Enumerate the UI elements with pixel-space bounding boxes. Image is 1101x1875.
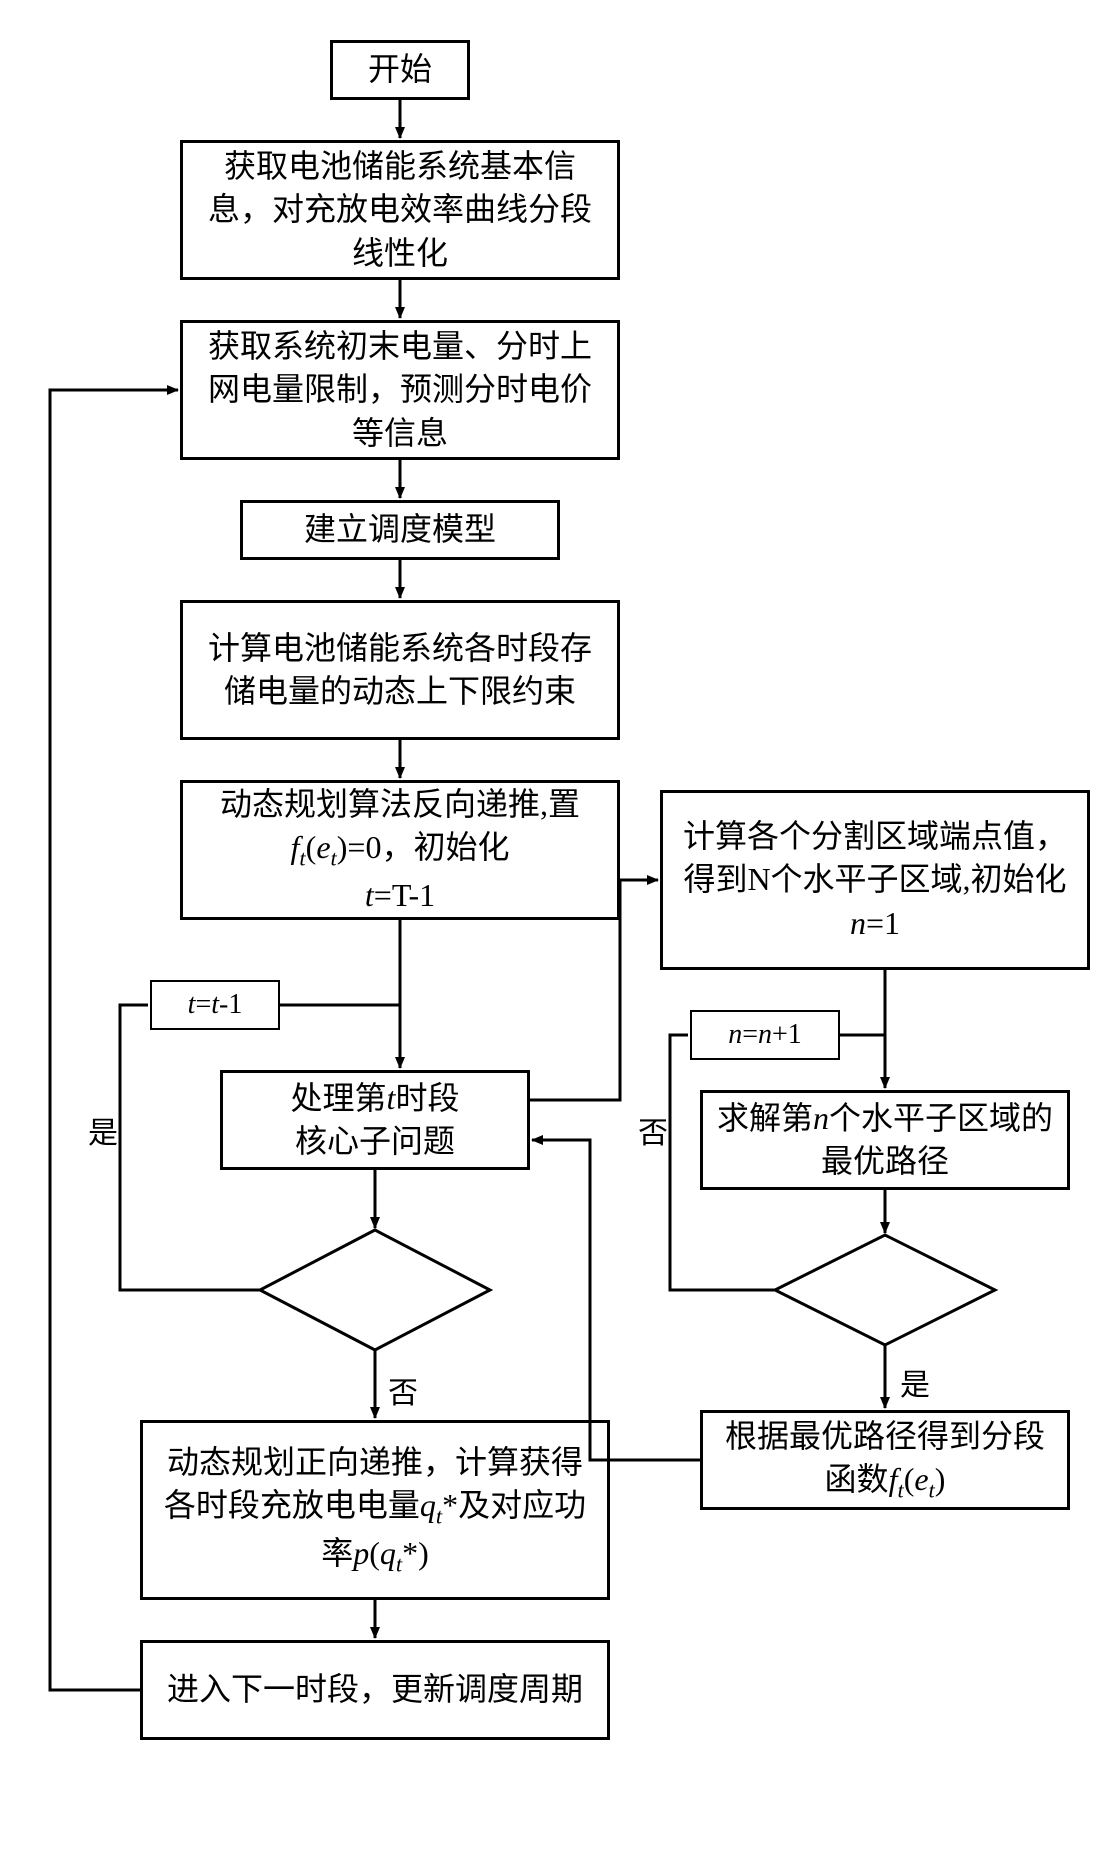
node-text: t=t-1 bbox=[188, 986, 243, 1024]
node-text: 计算各个分割区域端点值，得到N个水平子区域,初始化n=1 bbox=[673, 815, 1077, 945]
label-yes-d1: 是 bbox=[88, 1108, 118, 1152]
node-build-model: 建立调度模型 bbox=[240, 500, 560, 560]
node-text: 处理第t时段核心子问题 bbox=[291, 1077, 460, 1163]
label-no-d1: 否 bbox=[388, 1368, 418, 1412]
node-text: 动态规划算法反向递推,置ft(et)=0，初始化t=T-1 bbox=[193, 783, 607, 917]
decision-t-label: t>0? bbox=[335, 1272, 389, 1306]
node-text: 动态规划正向递推，计算获得各时段充放电电量qt*及对应功率p(qt*) bbox=[153, 1441, 597, 1579]
decision-n-label: n>N? bbox=[845, 1272, 912, 1306]
node-t-decrement: t=t-1 bbox=[150, 980, 280, 1030]
label-no-d2: 否 bbox=[638, 1108, 668, 1152]
node-text: 获取电池储能系统基本信息，对充放电效率曲线分段线性化 bbox=[193, 145, 607, 275]
node-text: 进入下一时段，更新调度周期 bbox=[167, 1668, 583, 1711]
start-node: 开始 bbox=[330, 40, 470, 100]
node-core-subproblem: 处理第t时段核心子问题 bbox=[220, 1070, 530, 1170]
start-label: 开始 bbox=[368, 48, 432, 91]
node-dp-backward: 动态规划算法反向递推,置ft(et)=0，初始化t=T-1 bbox=[180, 780, 620, 920]
node-acquire-basic-info: 获取电池储能系统基本信息，对充放电效率曲线分段线性化 bbox=[180, 140, 620, 280]
label-yes-d2: 是 bbox=[900, 1360, 930, 1404]
node-text: 根据最优路径得到分段函数ft(et) bbox=[713, 1415, 1057, 1506]
node-dp-forward: 动态规划正向递推，计算获得各时段充放电电量qt*及对应功率p(qt*) bbox=[140, 1420, 610, 1600]
node-text: n=n+1 bbox=[728, 1016, 802, 1054]
node-text: 获取系统初末电量、分时上网电量限制，预测分时电价等信息 bbox=[193, 325, 607, 455]
node-piecewise-func: 根据最优路径得到分段函数ft(et) bbox=[700, 1410, 1070, 1510]
node-next-period: 进入下一时段，更新调度周期 bbox=[140, 1640, 610, 1740]
node-solve-subregion: 求解第n个水平子区域的最优路径 bbox=[700, 1090, 1070, 1190]
node-text: 建立调度模型 bbox=[304, 508, 496, 551]
node-text: 计算电池储能系统各时段存储电量的动态上下限约束 bbox=[193, 627, 607, 713]
node-split-regions: 计算各个分割区域端点值，得到N个水平子区域,初始化n=1 bbox=[660, 790, 1090, 970]
node-acquire-system-info: 获取系统初末电量、分时上网电量限制，预测分时电价等信息 bbox=[180, 320, 620, 460]
node-compute-bounds: 计算电池储能系统各时段存储电量的动态上下限约束 bbox=[180, 600, 620, 740]
node-text: 求解第n个水平子区域的最优路径 bbox=[713, 1097, 1057, 1183]
node-n-increment: n=n+1 bbox=[690, 1010, 840, 1060]
